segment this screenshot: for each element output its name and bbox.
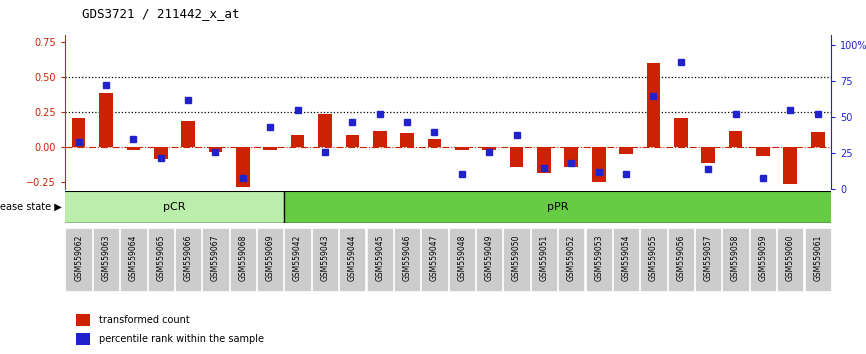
Bar: [756, 147, 770, 156]
Text: GSM559060: GSM559060: [785, 235, 795, 281]
Bar: [428, 139, 442, 147]
Bar: [291, 135, 305, 147]
Text: GDS3721 / 211442_x_at: GDS3721 / 211442_x_at: [82, 7, 240, 20]
Text: GSM559050: GSM559050: [512, 235, 521, 281]
Bar: [482, 147, 496, 150]
FancyBboxPatch shape: [777, 228, 804, 291]
Text: disease state ▶: disease state ▶: [0, 202, 62, 212]
Text: GSM559066: GSM559066: [184, 235, 192, 281]
Bar: [100, 93, 113, 147]
FancyBboxPatch shape: [312, 228, 338, 291]
Bar: [619, 147, 633, 154]
Text: GSM559048: GSM559048: [457, 235, 466, 281]
Text: GSM559059: GSM559059: [759, 235, 767, 281]
Bar: [784, 147, 797, 184]
Text: GSM559049: GSM559049: [485, 235, 494, 281]
FancyBboxPatch shape: [640, 228, 667, 291]
Text: transformed count: transformed count: [100, 315, 191, 325]
FancyBboxPatch shape: [722, 228, 749, 291]
FancyBboxPatch shape: [147, 228, 174, 291]
FancyBboxPatch shape: [531, 228, 557, 291]
FancyBboxPatch shape: [175, 228, 201, 291]
Bar: [811, 132, 824, 147]
FancyBboxPatch shape: [366, 228, 393, 291]
FancyBboxPatch shape: [339, 228, 365, 291]
FancyBboxPatch shape: [422, 228, 448, 291]
FancyBboxPatch shape: [449, 228, 475, 291]
Text: GSM559042: GSM559042: [293, 235, 302, 281]
Bar: [537, 147, 551, 173]
Text: pPR: pPR: [547, 202, 568, 212]
Bar: [76, 333, 90, 346]
Text: GSM559051: GSM559051: [540, 235, 548, 281]
Bar: [701, 147, 715, 163]
Text: GSM559069: GSM559069: [266, 235, 275, 281]
Text: GSM559063: GSM559063: [101, 235, 111, 281]
Text: GSM559058: GSM559058: [731, 235, 740, 281]
Bar: [455, 147, 469, 150]
Bar: [510, 147, 523, 167]
Bar: [76, 314, 90, 326]
Text: GSM559064: GSM559064: [129, 235, 138, 281]
Text: GSM559068: GSM559068: [238, 235, 248, 281]
FancyBboxPatch shape: [805, 228, 830, 291]
Text: GSM559055: GSM559055: [649, 235, 658, 281]
Text: GSM559065: GSM559065: [156, 235, 165, 281]
Text: GSM559046: GSM559046: [403, 235, 411, 281]
Bar: [154, 147, 168, 159]
Text: GSM559052: GSM559052: [567, 235, 576, 281]
Text: GSM559047: GSM559047: [430, 235, 439, 281]
Bar: [591, 147, 605, 182]
Bar: [565, 147, 578, 167]
Bar: [65, 191, 284, 223]
Text: GSM559054: GSM559054: [622, 235, 630, 281]
FancyBboxPatch shape: [203, 228, 229, 291]
FancyBboxPatch shape: [93, 228, 120, 291]
FancyBboxPatch shape: [394, 228, 420, 291]
Text: GSM559061: GSM559061: [813, 235, 822, 281]
FancyBboxPatch shape: [585, 228, 612, 291]
FancyBboxPatch shape: [559, 228, 585, 291]
Text: GSM559056: GSM559056: [676, 235, 685, 281]
FancyBboxPatch shape: [284, 228, 311, 291]
Bar: [181, 121, 195, 147]
Text: GSM559067: GSM559067: [211, 235, 220, 281]
Text: percentile rank within the sample: percentile rank within the sample: [100, 335, 264, 344]
Bar: [284, 191, 831, 223]
FancyBboxPatch shape: [668, 228, 694, 291]
FancyBboxPatch shape: [695, 228, 721, 291]
Text: GSM559044: GSM559044: [348, 235, 357, 281]
FancyBboxPatch shape: [257, 228, 283, 291]
Bar: [318, 114, 332, 147]
FancyBboxPatch shape: [229, 228, 256, 291]
Text: GSM559057: GSM559057: [704, 235, 713, 281]
Text: GSM559062: GSM559062: [74, 235, 83, 281]
FancyBboxPatch shape: [120, 228, 146, 291]
Text: GSM559043: GSM559043: [320, 235, 329, 281]
Text: GSM559045: GSM559045: [375, 235, 385, 281]
Bar: [373, 131, 386, 147]
Bar: [400, 133, 414, 147]
FancyBboxPatch shape: [750, 228, 776, 291]
Bar: [647, 63, 660, 147]
Bar: [346, 135, 359, 147]
FancyBboxPatch shape: [66, 228, 92, 291]
Bar: [728, 131, 742, 147]
FancyBboxPatch shape: [613, 228, 639, 291]
Bar: [263, 147, 277, 150]
Bar: [72, 118, 86, 147]
Bar: [236, 147, 249, 187]
FancyBboxPatch shape: [503, 228, 530, 291]
Text: GSM559053: GSM559053: [594, 235, 604, 281]
Bar: [674, 118, 688, 147]
FancyBboxPatch shape: [476, 228, 502, 291]
Bar: [209, 147, 223, 152]
Text: pCR: pCR: [163, 202, 185, 212]
Bar: [126, 147, 140, 150]
